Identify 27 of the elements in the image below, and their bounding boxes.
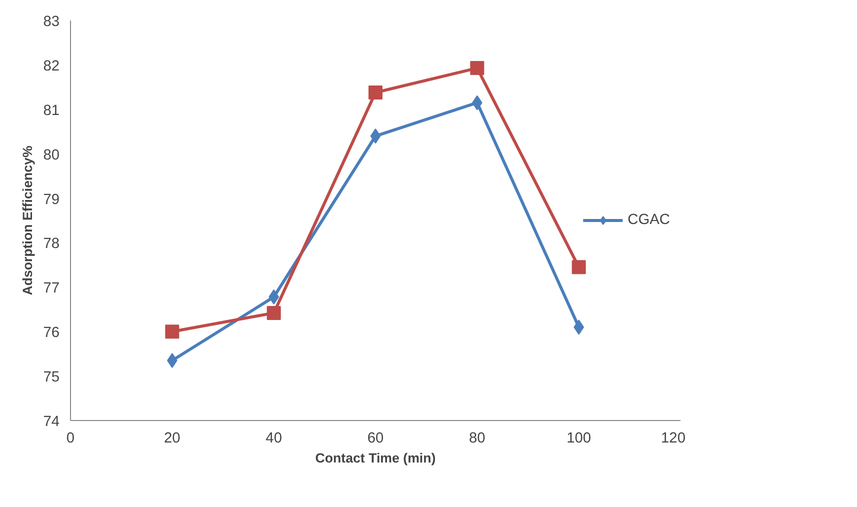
x-tick-label: 60 bbox=[367, 430, 384, 446]
y-tick-label: 78 bbox=[43, 236, 60, 252]
y-tick-label: 75 bbox=[43, 370, 60, 386]
x-axis-title: Contact Time (min) bbox=[315, 450, 436, 466]
point bbox=[572, 260, 586, 274]
y-tick-label: 80 bbox=[43, 147, 60, 164]
x-tick-label: 80 bbox=[469, 430, 486, 446]
y-tick-label: 74 bbox=[43, 414, 60, 430]
point bbox=[165, 324, 180, 339]
point bbox=[368, 86, 382, 100]
x-tick-label: 100 bbox=[566, 430, 592, 446]
legend-label: CGAC bbox=[628, 212, 670, 228]
y-tick-label: 77 bbox=[43, 280, 60, 297]
y-tick-label: 81 bbox=[43, 102, 60, 119]
x-tick-label: 40 bbox=[266, 430, 282, 446]
point bbox=[370, 128, 381, 144]
point bbox=[266, 306, 281, 320]
point bbox=[167, 353, 178, 368]
x-tick-label: 0 bbox=[66, 430, 75, 446]
y-tick-label: 76 bbox=[43, 325, 60, 342]
y-tick-label: 83 bbox=[43, 14, 60, 30]
y-axis-title: Adsorption Efficiency% bbox=[20, 146, 36, 296]
x-tick-label: 120 bbox=[661, 430, 686, 446]
x-tick-label: 20 bbox=[164, 430, 180, 446]
y-tick-label: 82 bbox=[43, 58, 60, 74]
y-tick-label: 79 bbox=[43, 192, 60, 208]
point bbox=[470, 61, 484, 76]
